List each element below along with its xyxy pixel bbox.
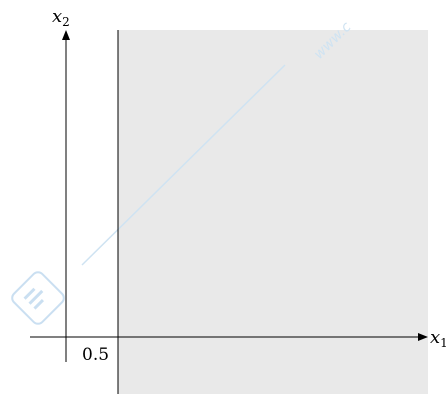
boundary-label: 0.5 bbox=[82, 345, 109, 365]
watermark-line bbox=[81, 64, 286, 266]
y-axis-sub: 2 bbox=[62, 15, 70, 29]
watermark-logo bbox=[11, 271, 65, 325]
y-axis-var: x bbox=[52, 6, 62, 27]
shaded-region bbox=[118, 30, 428, 394]
y-axis-label: x2 bbox=[52, 6, 70, 29]
x-axis-sub: 1 bbox=[440, 336, 446, 350]
x-axis-var: x bbox=[430, 327, 440, 348]
x-axis-label: x1 bbox=[430, 327, 446, 350]
